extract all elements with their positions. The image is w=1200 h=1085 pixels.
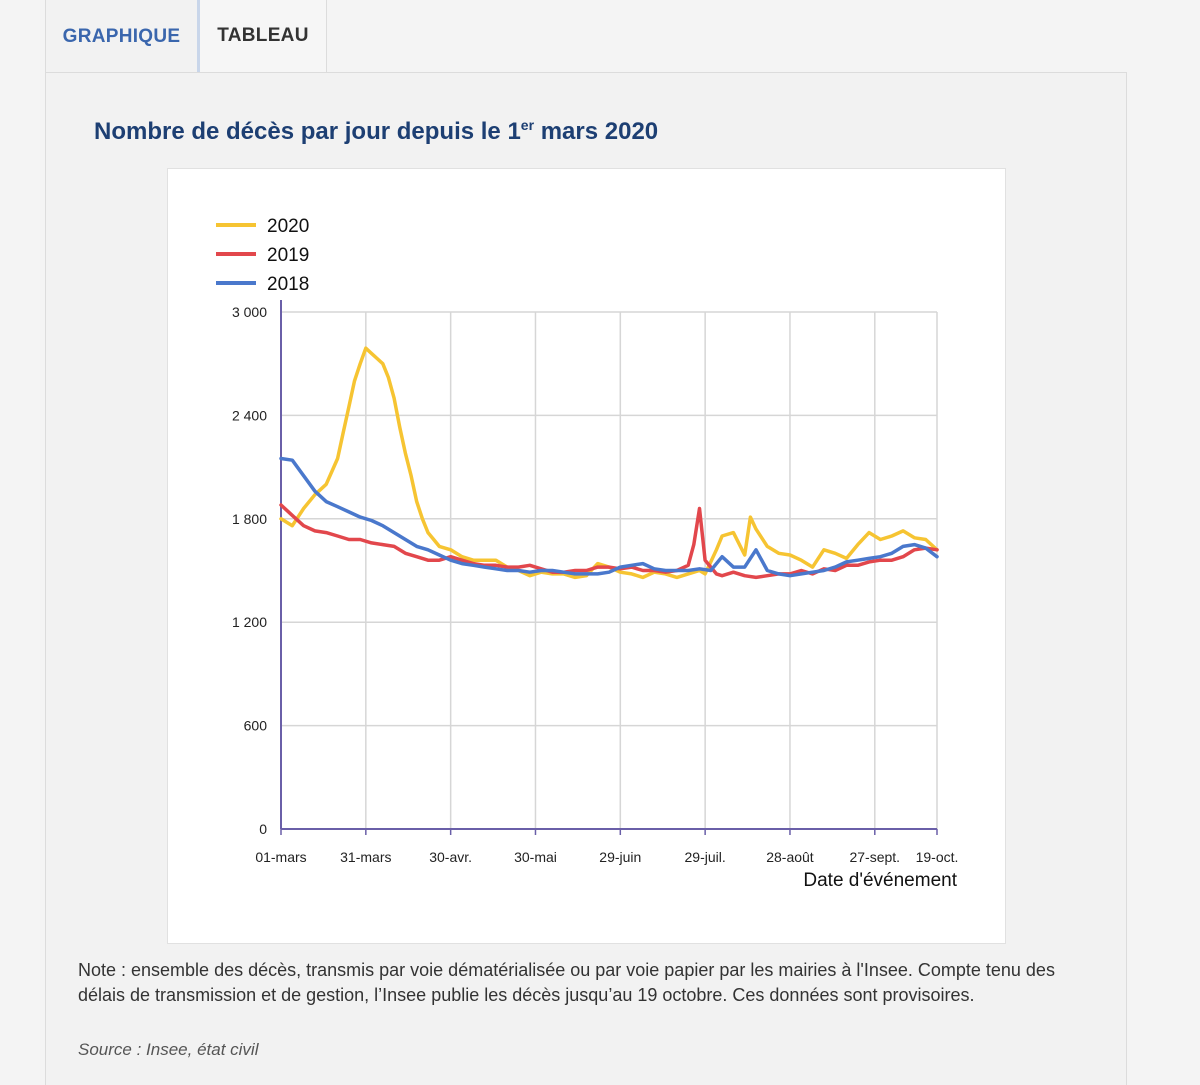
x-tick-label: 29-juil. (685, 849, 726, 865)
x-axis-title: Date d'événement (803, 870, 957, 891)
legend-label-2019: 2019 (267, 245, 309, 266)
legend-label-2020: 2020 (267, 216, 309, 237)
chart-note: Note : ensemble des décès, transmis par … (78, 960, 1055, 1005)
tab-bar: GRAPHIQUE TABLEAU (45, 0, 327, 73)
y-tick-label: 1 200 (232, 614, 267, 630)
x-tick-label: 19-oct. (916, 849, 959, 865)
tab-graphique[interactable]: GRAPHIQUE (45, 0, 200, 73)
series-line-2018 (279, 456, 939, 578)
chart-title: Nombre de décès par jour depuis le 1er m… (94, 117, 658, 146)
line-chart: 0 600 1 200 1 800 2 400 3 000 01-mars 31-mars 30… (216, 216, 959, 891)
chart-title-sup: er (520, 117, 535, 133)
y-tick-label: 600 (244, 718, 268, 734)
chart-title-main: Nombre de décès par jour depuis le 1 (94, 118, 521, 145)
x-tick-label: 27-sept. (849, 849, 900, 865)
y-tick-label: 3 000 (232, 304, 267, 320)
y-tick-label: 2 400 (232, 407, 267, 423)
series-line-2020 (279, 346, 939, 580)
y-tick-label: 0 (259, 821, 267, 837)
x-tick-label: 30-avr. (429, 849, 472, 865)
x-tick-label: 29-juin (599, 849, 641, 865)
tab-tableau[interactable]: TABLEAU (200, 0, 327, 73)
chart-card: 0 600 1 200 1 800 2 400 3 000 01-mars 31-mars 30… (167, 168, 1006, 944)
legend-label-2018: 2018 (267, 274, 309, 295)
chart-source: Source : Insee, état civil (78, 1040, 259, 1059)
x-tick-label: 31-mars (340, 849, 391, 865)
x-tick-label: 01-mars (255, 849, 306, 865)
y-tick-label: 1 800 (232, 511, 267, 527)
x-tick-label: 28-août (766, 849, 814, 865)
chart-title-tail: mars 2020 (534, 118, 659, 145)
x-tick-label: 30-mai (514, 849, 557, 865)
